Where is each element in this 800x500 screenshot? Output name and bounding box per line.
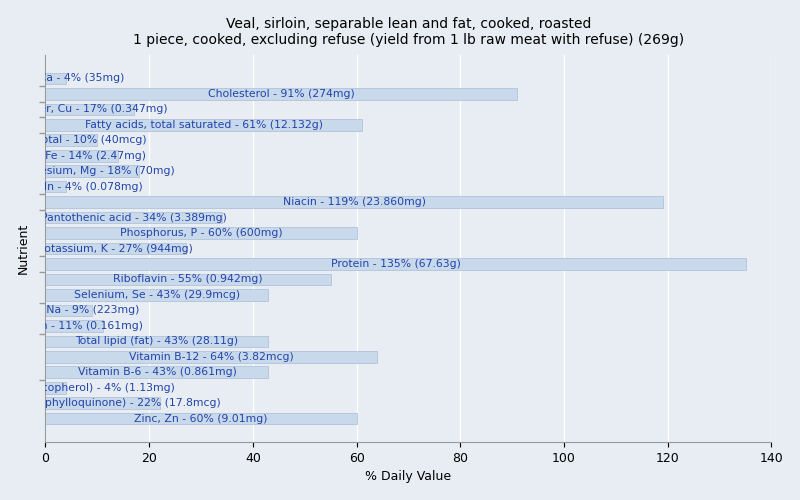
Text: Cholesterol - 91% (274mg): Cholesterol - 91% (274mg)	[208, 89, 355, 99]
Bar	[46, 104, 134, 115]
Title: Veal, sirloin, separable lean and fat, cooked, roasted
1 piece, cooked, excludin: Veal, sirloin, separable lean and fat, c…	[133, 16, 684, 47]
Text: Zinc, Zn - 60% (9.01mg): Zinc, Zn - 60% (9.01mg)	[134, 414, 268, 424]
Y-axis label: Nutrient: Nutrient	[17, 223, 30, 274]
Text: Sodium, Na - 9% (223mg): Sodium, Na - 9% (223mg)	[0, 306, 139, 316]
Text: Vitamin B-12 - 64% (3.82mcg): Vitamin B-12 - 64% (3.82mcg)	[129, 352, 294, 362]
Bar	[46, 289, 269, 300]
Text: Protein - 135% (67.63g): Protein - 135% (67.63g)	[330, 259, 461, 269]
Text: Vitamin K (phylloquinone) - 22% (17.8mcg): Vitamin K (phylloquinone) - 22% (17.8mcg…	[0, 398, 221, 408]
Bar	[46, 258, 746, 270]
Text: Pantothenic acid - 34% (3.389mg): Pantothenic acid - 34% (3.389mg)	[41, 212, 226, 222]
Bar	[46, 72, 66, 84]
Text: Vitamin B-6 - 43% (0.861mg): Vitamin B-6 - 43% (0.861mg)	[78, 368, 237, 378]
Bar	[46, 212, 222, 224]
Bar	[46, 320, 102, 332]
Text: Folate, total - 10% (40mcg): Folate, total - 10% (40mcg)	[0, 135, 146, 145]
Text: Phosphorus, P - 60% (600mg): Phosphorus, P - 60% (600mg)	[120, 228, 282, 238]
Text: Manganese, Mn - 4% (0.078mg): Manganese, Mn - 4% (0.078mg)	[0, 182, 143, 192]
Bar	[46, 166, 139, 177]
Bar	[46, 304, 92, 316]
Bar	[46, 398, 159, 409]
Text: Magnesium, Mg - 18% (70mg): Magnesium, Mg - 18% (70mg)	[10, 166, 174, 176]
Text: Selenium, Se - 43% (29.9mcg): Selenium, Se - 43% (29.9mcg)	[74, 290, 240, 300]
Bar	[46, 242, 186, 254]
Bar	[46, 413, 357, 424]
Bar	[46, 181, 66, 192]
Text: Vitamin E (alpha-tocopherol) - 4% (1.13mg): Vitamin E (alpha-tocopherol) - 4% (1.13m…	[0, 382, 175, 392]
Text: Thiamin - 11% (0.161mg): Thiamin - 11% (0.161mg)	[5, 321, 143, 331]
Bar	[46, 227, 357, 239]
Text: Fatty acids, total saturated - 61% (12.132g): Fatty acids, total saturated - 61% (12.1…	[85, 120, 322, 130]
Bar	[46, 134, 98, 146]
Text: Iron, Fe - 14% (2.47mg): Iron, Fe - 14% (2.47mg)	[18, 150, 146, 160]
Bar	[46, 150, 118, 162]
Bar	[46, 351, 378, 362]
Text: Total lipid (fat) - 43% (28.11g): Total lipid (fat) - 43% (28.11g)	[75, 336, 238, 346]
Text: Copper, Cu - 17% (0.347mg): Copper, Cu - 17% (0.347mg)	[11, 104, 168, 115]
Bar	[46, 196, 662, 208]
Bar	[46, 119, 362, 130]
Text: Calcium, Ca - 4% (35mg): Calcium, Ca - 4% (35mg)	[0, 74, 124, 84]
Bar	[46, 274, 330, 285]
Text: Riboflavin - 55% (0.942mg): Riboflavin - 55% (0.942mg)	[114, 274, 263, 284]
Text: Potassium, K - 27% (944mg): Potassium, K - 27% (944mg)	[38, 244, 193, 254]
Bar	[46, 382, 66, 394]
Bar	[46, 366, 269, 378]
Bar	[46, 88, 518, 100]
Bar	[46, 336, 269, 347]
X-axis label: % Daily Value: % Daily Value	[366, 470, 451, 484]
Text: Niacin - 119% (23.860mg): Niacin - 119% (23.860mg)	[282, 197, 426, 207]
